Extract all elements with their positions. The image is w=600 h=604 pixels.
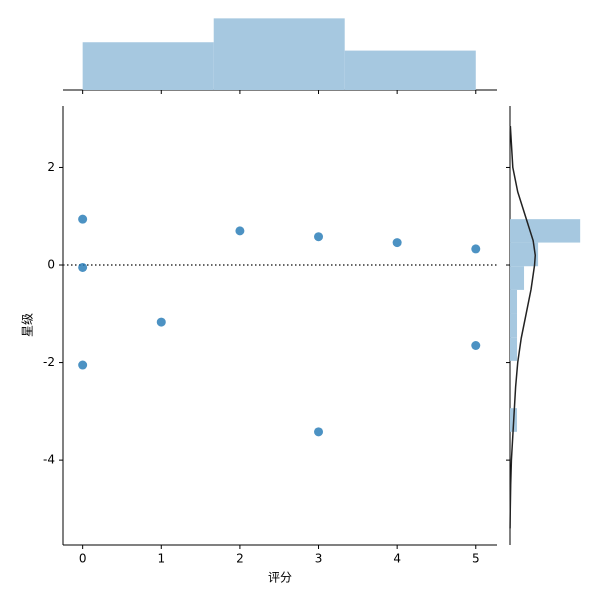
point (392, 238, 402, 248)
x-tick-label: 3 (315, 552, 323, 566)
point (314, 427, 324, 437)
point (78, 214, 88, 224)
right-hist-bar (510, 313, 518, 338)
top-hist-bar (213, 18, 345, 91)
x-tick-label: 4 (393, 552, 401, 566)
right-hist-bar (510, 266, 525, 290)
point (471, 244, 481, 254)
point (314, 232, 324, 242)
y-tick-label: 0 (47, 258, 55, 272)
right-hist-bar (510, 219, 581, 243)
y-tick-label: -2 (43, 355, 55, 369)
point (78, 360, 88, 370)
point (156, 317, 166, 327)
y-axis-label: 星级 (21, 313, 35, 337)
x-tick-label: 1 (157, 552, 165, 566)
point (235, 226, 245, 236)
top-hist-bar (82, 42, 214, 90)
x-tick-label: 2 (236, 552, 244, 566)
x-axis-label: 评分 (268, 571, 292, 585)
point (471, 340, 481, 350)
right-hist-bar (510, 242, 539, 267)
x-tick-label: 5 (472, 552, 480, 566)
right-hist-bar (510, 289, 518, 314)
y-tick-label: 2 (47, 160, 55, 174)
kde-line (509, 125, 537, 529)
right-hist-bar (510, 337, 518, 361)
point (78, 262, 88, 272)
x-tick-label: 0 (79, 552, 87, 566)
top-hist-bar (344, 50, 476, 90)
y-tick-label: -4 (43, 453, 55, 467)
